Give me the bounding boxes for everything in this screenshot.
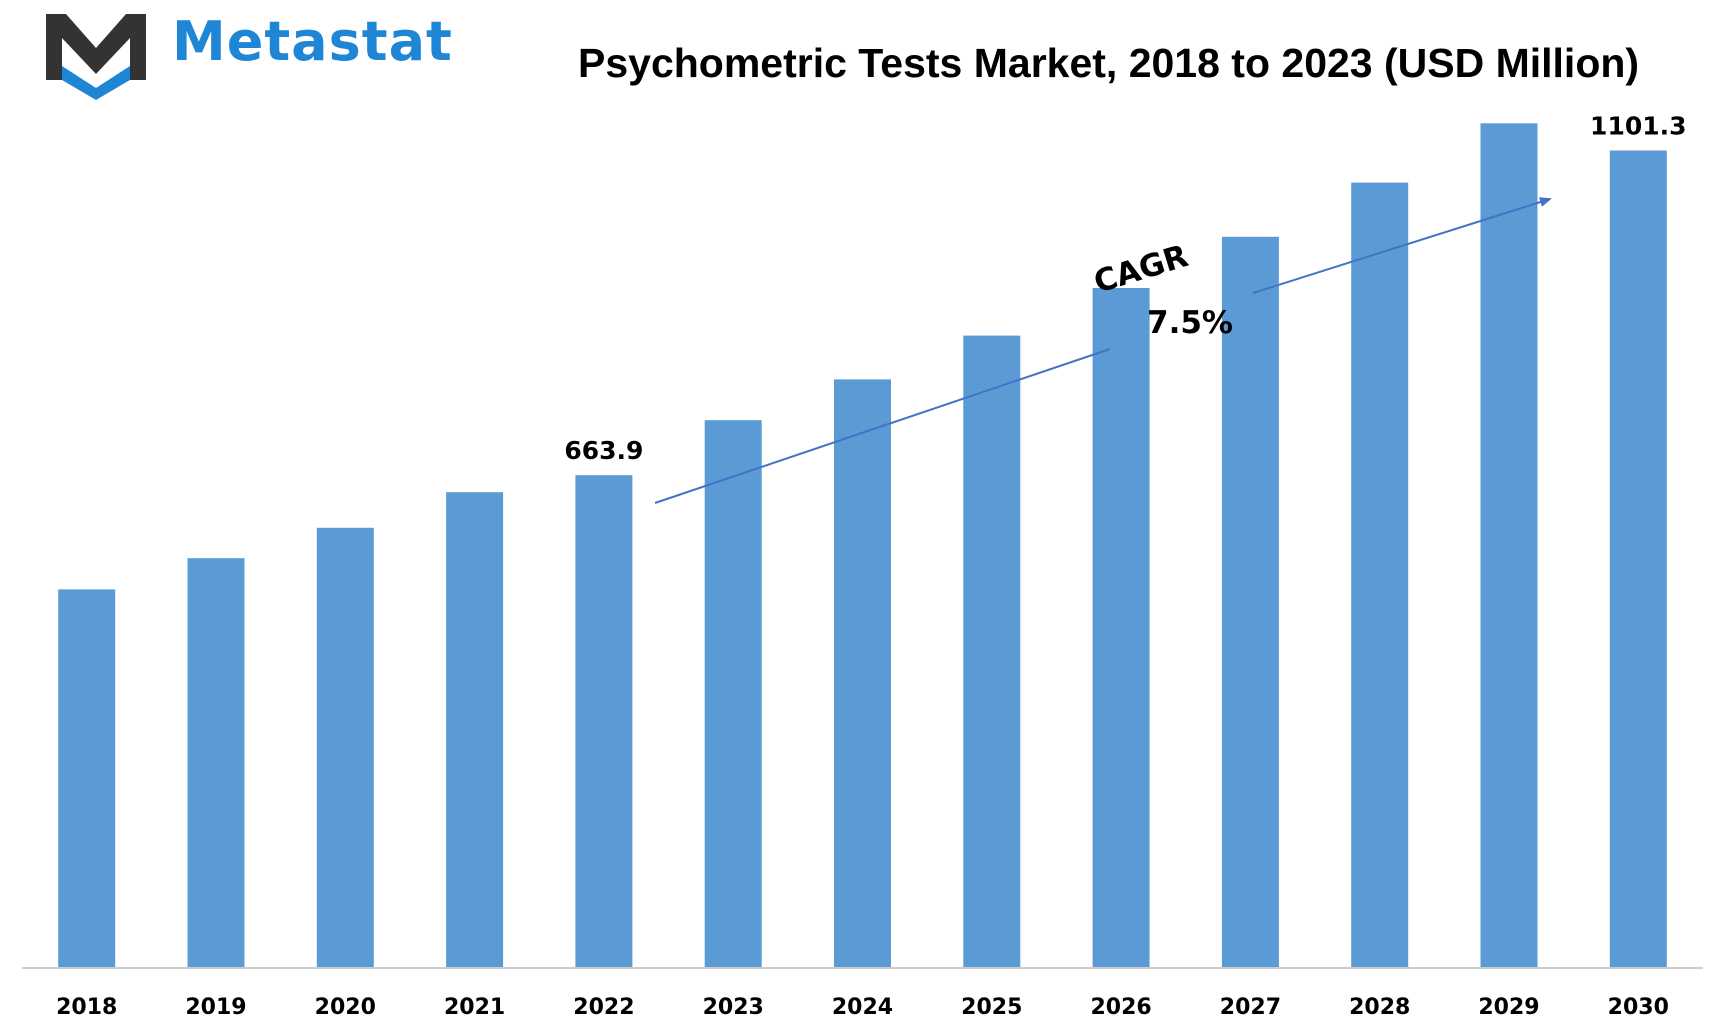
x-tick-label-2020: 2020 xyxy=(315,995,376,1020)
bar-2030 xyxy=(1609,150,1667,968)
bar-2025 xyxy=(963,335,1021,969)
logo-m-blue-mark xyxy=(62,66,130,100)
bar-2023 xyxy=(704,420,762,968)
bar-2020 xyxy=(316,527,374,968)
cagr-arrow-upper xyxy=(1252,197,1552,294)
cagr-arrow-lower xyxy=(654,348,1111,504)
bar-2028 xyxy=(1351,182,1409,969)
x-tick-label-2021: 2021 xyxy=(444,995,505,1020)
data-label-2022: 663.9 xyxy=(564,436,643,465)
x-tick-label-2028: 2028 xyxy=(1349,995,1410,1020)
logo-m-dark-mark xyxy=(46,14,146,80)
x-tick-label-2027: 2027 xyxy=(1220,995,1281,1020)
bar-2027 xyxy=(1221,236,1279,969)
bar-2024 xyxy=(834,379,891,968)
x-tick-label-2018: 2018 xyxy=(56,995,117,1020)
x-tick-label-2026: 2026 xyxy=(1090,995,1151,1020)
bar-2029 xyxy=(1480,123,1538,969)
x-tick-label-2022: 2022 xyxy=(573,995,634,1020)
bar-2021 xyxy=(446,492,504,968)
bar-2022 xyxy=(575,475,633,968)
bar-2019 xyxy=(187,558,245,968)
data-label-2030: 1101.3 xyxy=(1590,112,1686,141)
x-tick-label-2019: 2019 xyxy=(185,995,246,1020)
metastat-logo xyxy=(46,14,146,100)
logo-text: Metastat xyxy=(172,10,453,73)
x-tick-label-2029: 2029 xyxy=(1478,995,1539,1020)
cagr-value: 7.5% xyxy=(1147,305,1233,341)
x-tick-label-2030: 2030 xyxy=(1608,995,1669,1020)
bar-2018 xyxy=(58,589,116,968)
x-tick-label-2024: 2024 xyxy=(832,995,893,1020)
x-tick-label-2025: 2025 xyxy=(961,995,1022,1020)
bar-2026 xyxy=(1092,288,1150,968)
x-tick-label-2023: 2023 xyxy=(703,995,764,1020)
chart-title: Psychometric Tests Market, 2018 to 2023 … xyxy=(578,40,1640,86)
